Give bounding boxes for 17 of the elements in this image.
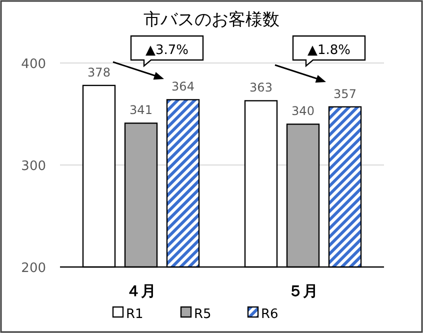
data-label: 363 [250,80,272,95]
data-label: 364 [172,80,194,94]
data-label: 357 [334,86,356,101]
data-label: 340 [292,104,314,118]
chart-title: 市バスのお客様数 [144,10,280,30]
text: ▲3.7% [145,43,189,58]
data-label: 378 [88,65,110,80]
y-tick-label: 400 [21,57,46,72]
x-tick-label: ５月 [288,282,318,300]
x-tick-label: ４月 [126,282,156,300]
y-tick-label: 300 [21,159,46,174]
legend-label: R6 [261,307,278,322]
legend-label: R5 [194,307,212,322]
legend-label: R1 [126,307,144,322]
text: ▲1.8% [307,43,351,58]
data-label: 341 [130,103,152,118]
y-tick-label: 200 [21,261,46,276]
